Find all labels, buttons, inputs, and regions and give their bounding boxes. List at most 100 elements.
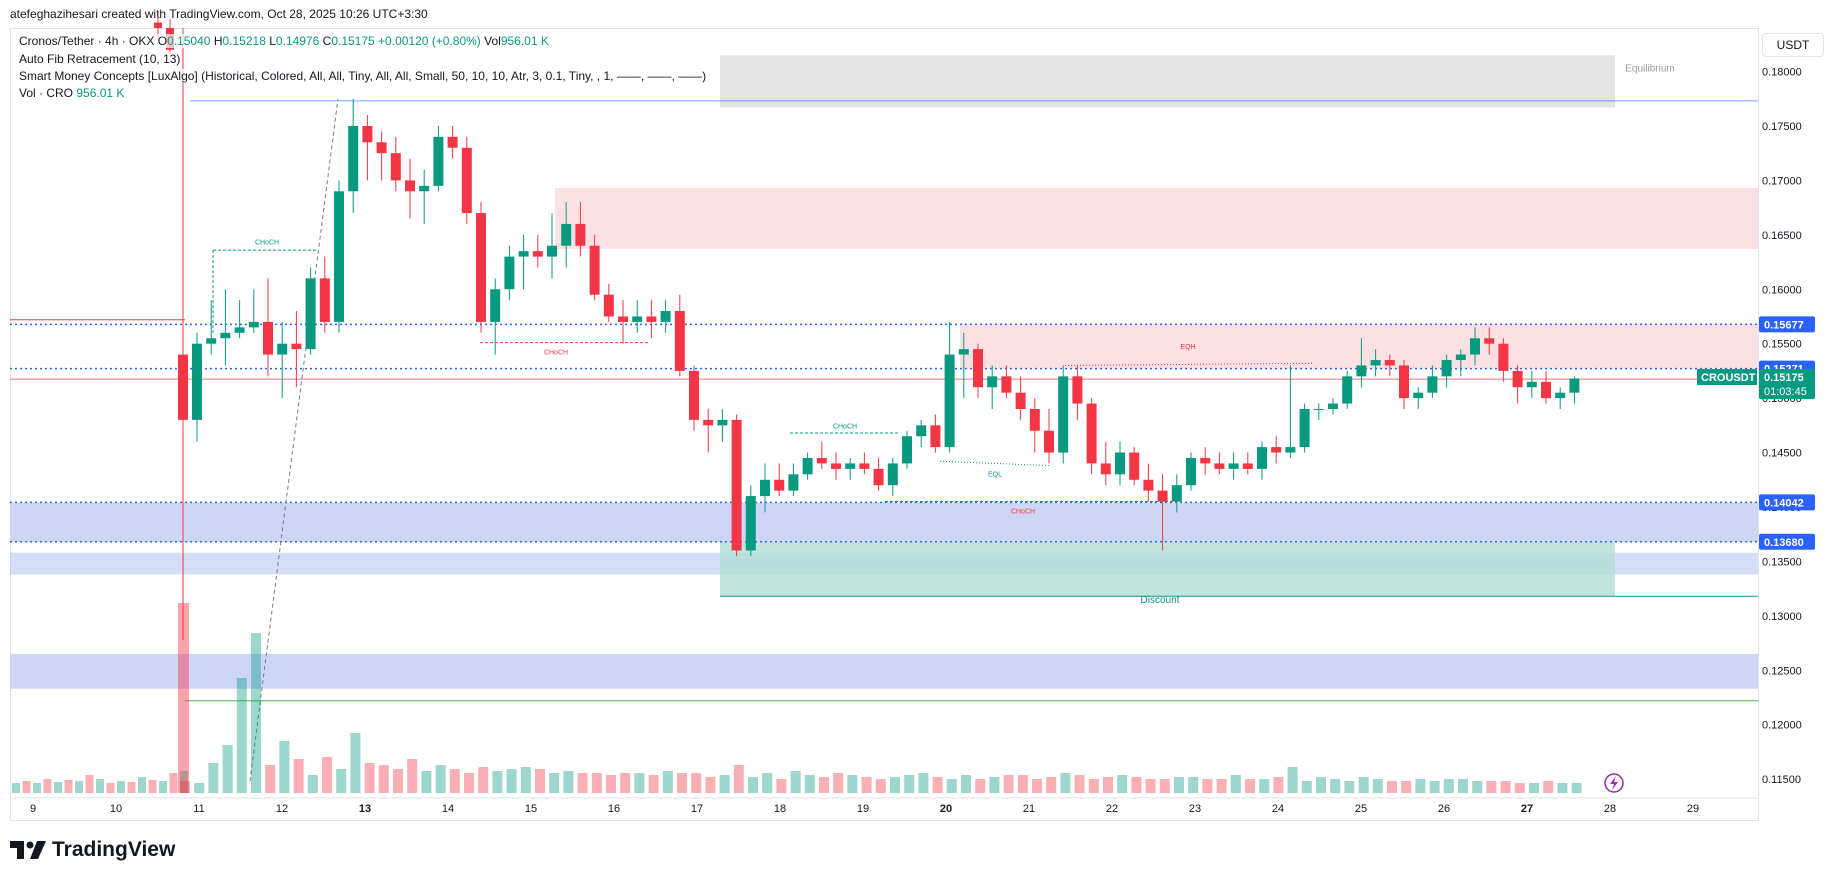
candle-body[interactable]: [646, 316, 657, 322]
candle-body[interactable]: [319, 278, 330, 322]
candle-body[interactable]: [873, 468, 884, 486]
candle-body[interactable]: [518, 251, 529, 257]
candle-body[interactable]: [859, 463, 870, 469]
legend-smc[interactable]: Smart Money Concepts [LuxAlgo] (Historic…: [17, 69, 709, 83]
candle-body[interactable]: [476, 213, 486, 322]
candle-body[interactable]: [987, 376, 998, 388]
candle-body[interactable]: [1072, 376, 1083, 404]
candle-body[interactable]: [461, 147, 472, 214]
candle-body[interactable]: [1555, 392, 1566, 399]
candle-body[interactable]: [1498, 343, 1509, 371]
candle-body[interactable]: [433, 136, 444, 186]
candle-body[interactable]: [178, 354, 188, 420]
candle-body[interactable]: [902, 436, 912, 464]
candle-body[interactable]: [845, 463, 856, 469]
candle-body[interactable]: [1526, 381, 1537, 388]
candle-body[interactable]: [1015, 392, 1026, 409]
candle-body[interactable]: [263, 321, 273, 355]
candle-body[interactable]: [362, 125, 373, 143]
candle-body[interactable]: [731, 419, 742, 551]
candle-body[interactable]: [1257, 447, 1267, 469]
candle-body[interactable]: [887, 463, 898, 486]
currency-selector[interactable]: USDT: [1762, 33, 1824, 57]
candle-body[interactable]: [305, 278, 316, 350]
candle-body[interactable]: [589, 245, 600, 295]
candle-body[interactable]: [1171, 485, 1182, 502]
candle-body[interactable]: [220, 332, 231, 339]
candle-body[interactable]: [717, 419, 728, 426]
symbol-tag[interactable]: [1697, 369, 1757, 386]
candle-body[interactable]: [490, 289, 501, 322]
chart-frame[interactable]: [10, 28, 1759, 821]
candle-body[interactable]: [1342, 376, 1353, 404]
candle-body[interactable]: [1569, 378, 1580, 393]
candle-body[interactable]: [1058, 376, 1069, 453]
candle-body[interactable]: [689, 370, 699, 420]
candle-body[interactable]: [618, 316, 628, 322]
candle-body[interactable]: [674, 311, 685, 371]
candle-body[interactable]: [376, 142, 387, 154]
candle-body[interactable]: [206, 338, 217, 344]
candle-body[interactable]: [703, 419, 714, 426]
candle-body[interactable]: [958, 349, 969, 355]
candle-body[interactable]: [1242, 463, 1253, 469]
candle-body[interactable]: [831, 463, 841, 469]
legend-symbol[interactable]: Cronos/Tether · 4h · OKX: [19, 34, 155, 48]
candle-body[interactable]: [760, 479, 770, 497]
candle-body[interactable]: [1129, 452, 1140, 480]
candle-body[interactable]: [1441, 360, 1452, 377]
candle-body[interactable]: [973, 349, 983, 388]
candle-body[interactable]: [447, 136, 458, 148]
legend-volume[interactable]: Vol · CRO 956.01 K: [17, 86, 127, 100]
candle-body[interactable]: [277, 343, 288, 355]
candle-body[interactable]: [1399, 365, 1409, 399]
candle-body[interactable]: [1001, 376, 1012, 393]
candle-body[interactable]: [1427, 376, 1438, 393]
candle-body[interactable]: [561, 223, 572, 246]
candle-body[interactable]: [660, 311, 671, 322]
candle-body[interactable]: [1186, 457, 1196, 486]
candle-body[interactable]: [419, 185, 430, 192]
candle-body[interactable]: [632, 316, 643, 322]
candle-body[interactable]: [1413, 392, 1424, 399]
candle-body[interactable]: [405, 180, 415, 192]
candle-body[interactable]: [1200, 457, 1211, 464]
candle-body[interactable]: [547, 245, 557, 257]
candle-body[interactable]: [1214, 463, 1225, 469]
candle-body[interactable]: [1313, 409, 1324, 410]
candle-body[interactable]: [1044, 430, 1054, 453]
candle-body[interactable]: [1328, 403, 1338, 409]
candle-body[interactable]: [1384, 360, 1395, 366]
candle-body[interactable]: [1157, 490, 1168, 502]
candle-body[interactable]: [390, 153, 401, 181]
candle-body[interactable]: [788, 474, 799, 491]
candle-body[interactable]: [192, 343, 202, 420]
candle-body[interactable]: [1100, 463, 1111, 475]
candle-body[interactable]: [1512, 370, 1523, 388]
candle-body[interactable]: [916, 425, 927, 437]
candle-body[interactable]: [348, 125, 359, 192]
candle-body[interactable]: [1271, 447, 1282, 453]
candle-body[interactable]: [944, 354, 955, 448]
candle-body[interactable]: [1115, 452, 1125, 475]
candle-body[interactable]: [248, 321, 259, 328]
candle-body[interactable]: [1356, 365, 1367, 377]
candle-body[interactable]: [603, 294, 614, 317]
legend-ohlc[interactable]: Cronos/Tether · 4h · OKX O0.15040 H0.152…: [17, 34, 551, 48]
candle-body[interactable]: [930, 425, 941, 448]
candle-body[interactable]: [1228, 463, 1239, 469]
candle-body[interactable]: [1143, 479, 1154, 491]
candle-body[interactable]: [802, 457, 813, 475]
candle-body[interactable]: [1541, 381, 1551, 399]
candle-body[interactable]: [774, 479, 785, 491]
candle-body[interactable]: [1455, 354, 1466, 361]
legend-fib[interactable]: Auto Fib Retracement (10, 13): [17, 52, 183, 66]
candle-body[interactable]: [1086, 403, 1097, 464]
candle-body[interactable]: [1299, 409, 1310, 448]
candle-body[interactable]: [1484, 338, 1495, 344]
candle-body[interactable]: [532, 251, 543, 257]
candle-body[interactable]: [234, 327, 245, 333]
candle-body[interactable]: [334, 191, 344, 322]
candle-body[interactable]: [575, 223, 586, 246]
